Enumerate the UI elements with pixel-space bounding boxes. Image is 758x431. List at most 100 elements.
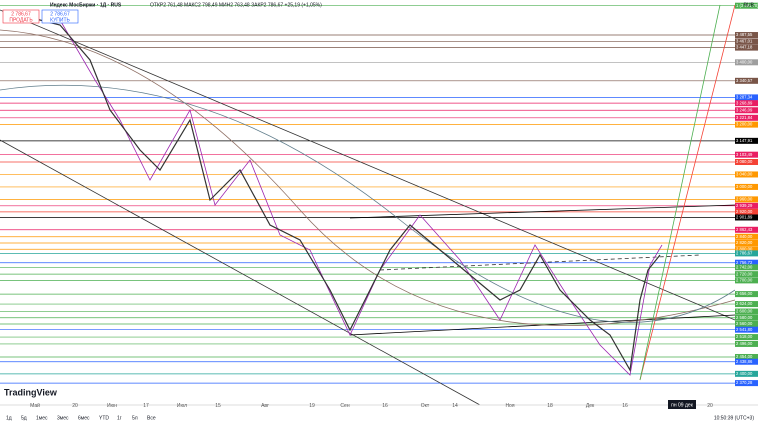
current-date-box [668,400,696,409]
buy-button[interactable] [41,9,79,24]
price-tag [735,271,758,278]
time-label: 14 [452,403,458,409]
current-date: пн 09 дек [671,402,694,408]
price-tag [735,196,758,203]
price-tag [735,250,758,257]
price-tag [735,240,758,246]
price-tag [735,202,758,209]
price-tag [735,208,758,215]
price-tag [735,214,758,221]
price-label: 2 901,89 [736,215,753,220]
price-tag [735,308,758,315]
price-label: 3 200,00 [736,122,753,127]
price-label: 2 496,00 [736,341,753,346]
levels [0,5,735,384]
range-button[interactable]: 5д [21,415,27,421]
time-label: Авг [261,403,269,409]
price-tag [735,291,758,298]
price-label: 2 720,00 [736,271,753,276]
time-label: Ноя [505,403,514,409]
price-tag [735,259,758,266]
price-label: 3 040,00 [736,172,753,177]
price-label: 2 624,00 [736,301,753,306]
price-label: 2 580,00 [736,315,753,320]
time-label: Дек [586,403,595,409]
price-label: 2 840,00 [736,234,753,239]
time-label: 20 [72,403,78,409]
price-tag [735,264,758,271]
price-tag [735,233,758,240]
price-label: 3 246,09 [736,107,753,112]
price-label: 2 370,28 [736,380,753,385]
range-button[interactable]: Все [147,415,156,421]
price-label: 3 080,00 [736,159,753,164]
price-label: 3 000,00 [736,184,753,189]
price-tag [735,277,758,284]
sell-button[interactable] [2,9,40,24]
price-label: 2 454,00 [736,354,753,359]
price-label: 3 221,84 [736,115,753,120]
price-tag [735,246,758,253]
sell-label: ПРОДАТЬ [9,17,33,23]
range-button[interactable]: 1д [6,415,12,421]
range-button[interactable]: 6мес [78,415,90,421]
clock: 10:50:39 (UTC+3) [714,415,754,421]
price-tag [735,114,758,121]
price-tag [735,340,758,347]
price-tag [735,183,758,190]
price-tag [735,321,758,327]
price-tag [735,77,758,84]
ohlc: ОТКР2 761,48 МАКС2 798,49 МИН2 763,48 ЗА… [150,2,322,8]
price-label: 3 487,55 [736,32,753,37]
time-label: 19 [309,403,315,409]
range-button[interactable]: 3мес [57,415,69,421]
price-tag [735,94,758,101]
time-label: Июн [107,403,117,409]
price-label: 2 560,00 [736,321,753,326]
price-label: 3 268,89 [736,100,753,105]
price-tag [735,107,758,114]
time-label: Июл [177,403,187,409]
price-tag [735,32,758,39]
price-label: 2 600,00 [736,309,753,314]
range-button[interactable]: 1г [117,415,122,421]
time-label: 16 [622,403,628,409]
price-tag [735,354,758,361]
range-button[interactable]: 5л [132,415,138,421]
price-tag [735,59,758,66]
price-tag [735,334,758,341]
price-label: 2 786,67 [736,250,753,255]
price-label: 2 800,00 [736,246,753,251]
price-label: 2 518,00 [736,334,753,339]
price-label: 3 103,49 [736,152,753,157]
price-label: 2 820,00 [736,240,753,245]
price-tag [735,44,758,51]
price-label: 2 920,00 [736,209,753,214]
buy-label: КУПИТЬ [50,17,70,23]
price-label: 2 960,00 [736,196,753,201]
price-label: 3 147,91 [736,138,753,143]
price-tag [735,171,758,178]
price-tag [735,100,758,107]
price-label: 3 287,34 [736,95,753,100]
drawings [0,4,736,406]
range-button[interactable]: 1мес [36,415,48,421]
range-button[interactable]: YTD [99,415,109,421]
price-label: 2 742,00 [736,264,753,269]
time-label: 20 [707,403,713,409]
time-label: Окт [421,403,430,409]
price-label: 2 756,72 [736,260,753,265]
price-tag [735,38,758,45]
price-tag [735,137,758,144]
price-tag [735,2,758,9]
price-label: 2 400,00 [736,371,753,376]
price-label: 3 447,18 [736,45,753,50]
price-tag [735,159,758,165]
time-label: 15 [215,403,221,409]
price-tag [735,121,758,128]
price-label: 2 939,29 [736,203,753,208]
buy-price: 2 786,67 [50,11,70,17]
toolbar [0,410,758,426]
time-scale: Май 20 Июн 17 Июл 15 Авг 19 Сен 16 Окт 14 Ноя 18 Дек 16… [30,402,713,409]
